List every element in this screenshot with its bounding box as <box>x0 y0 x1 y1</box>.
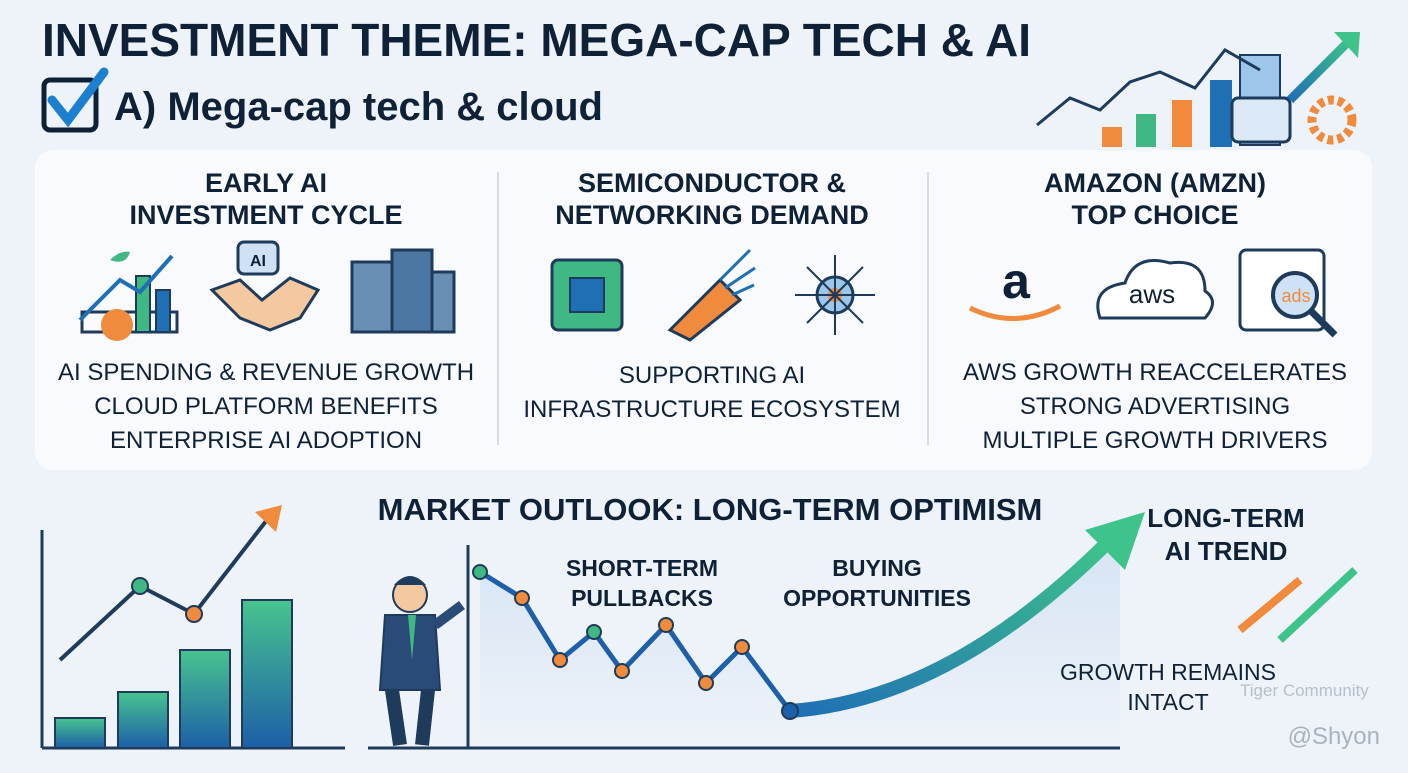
panel-icons <box>78 240 1338 342</box>
outlook-label: AI TREND <box>1165 536 1288 566</box>
panel-title: NETWORKING DEMAND <box>555 200 868 230</box>
outlook-left-illustration <box>40 505 345 750</box>
checkbox <box>41 77 99 133</box>
panel-point: AWS GROWTH REACCELERATES <box>963 359 1347 386</box>
panel-point: CLOUD PLATFORM BENEFITS <box>94 393 438 420</box>
outlook-title: MARKET OUTLOOK: LONG-TERM OPTIMISM <box>378 492 1043 527</box>
outlook-label: GROWTH REMAINS <box>1060 659 1276 685</box>
outlook-label: PULLBACKS <box>571 585 713 611</box>
subtitle: A) Mega-cap tech & cloud <box>114 85 603 129</box>
outlook-chart <box>368 512 1358 750</box>
panel-point: MULTIPLE GROWTH DRIVERS <box>983 427 1328 454</box>
panel-point: ENTERPRISE AI ADOPTION <box>110 427 422 454</box>
header-illustration <box>1036 32 1360 147</box>
panel-point: AI SPENDING & REVENUE GROWTH <box>58 359 474 386</box>
outlook-label: INTACT <box>1127 689 1208 715</box>
icon-label: ads <box>1281 286 1310 306</box>
outlook-label: SHORT-TERM <box>566 555 718 581</box>
panel-title: SEMICONDUCTOR & <box>578 168 846 198</box>
panel-point: INFRASTRUCTURE ECOSYSTEM <box>523 396 900 423</box>
check <box>47 67 109 128</box>
icon-label: AI <box>250 253 266 270</box>
watermark-handle: @Shyon <box>1288 723 1380 750</box>
icon-label: a <box>1002 253 1031 309</box>
outlook-label: OPPORTUNITIES <box>783 585 971 611</box>
icon-label: aws <box>1129 279 1175 309</box>
panel-title: TOP CHOICE <box>1071 200 1238 230</box>
panel-title: AMAZON (AMZN) <box>1044 168 1266 198</box>
outlook-label: BUYING <box>832 555 921 581</box>
watermark: Tiger Community <box>1240 681 1369 700</box>
outlook-label: LONG-TERM <box>1147 503 1304 533</box>
panel-title: INVESTMENT CYCLE <box>129 200 402 230</box>
panel-point: SUPPORTING AI <box>619 362 805 389</box>
panel-title: EARLY AI <box>205 168 327 198</box>
panel-point: STRONG ADVERTISING <box>1020 393 1290 420</box>
title: INVESTMENT THEME: MEGA-CAP TECH & AI <box>42 14 1031 66</box>
